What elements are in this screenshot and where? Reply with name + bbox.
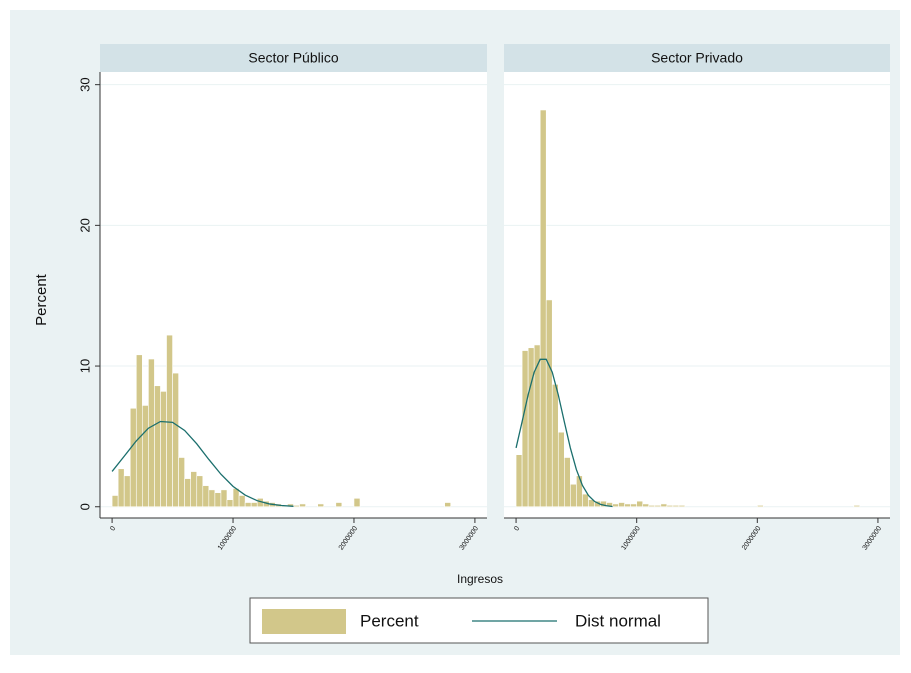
bar <box>172 372 179 508</box>
bar <box>545 299 553 508</box>
x-axis-label: Ingresos <box>457 572 503 586</box>
bar <box>551 384 559 508</box>
bar <box>293 505 300 508</box>
bar <box>166 334 173 508</box>
y-tick-label: 20 <box>77 218 92 232</box>
bar <box>154 385 161 508</box>
y-tick-label: 10 <box>77 359 92 373</box>
y-tick-label: 0 <box>77 503 92 510</box>
bar <box>660 503 668 508</box>
bar <box>576 475 583 508</box>
normal-curve <box>111 420 294 507</box>
plot-area <box>504 72 890 518</box>
bar <box>317 503 325 508</box>
bar <box>184 478 192 508</box>
bar <box>238 495 246 508</box>
bar <box>636 500 644 508</box>
bar <box>539 109 547 508</box>
bar <box>618 502 625 508</box>
bar <box>564 457 571 508</box>
bar <box>672 505 680 508</box>
bar <box>196 475 204 508</box>
bar <box>244 502 252 508</box>
bar <box>250 502 258 508</box>
bar <box>232 488 240 508</box>
bar <box>757 505 764 508</box>
panel-header <box>504 44 890 72</box>
bar <box>678 505 686 508</box>
bar <box>160 391 167 508</box>
bar <box>612 503 619 508</box>
normal-curve <box>515 358 613 508</box>
bar <box>190 471 198 508</box>
bar <box>335 502 343 508</box>
bar <box>353 498 361 508</box>
bar <box>853 505 861 508</box>
bar <box>570 483 577 508</box>
bar <box>123 475 131 508</box>
x-tick-label: 0 <box>513 525 521 532</box>
panel-title: Sector Privado <box>651 50 743 66</box>
bar <box>557 431 565 508</box>
bar <box>299 503 306 508</box>
bar <box>226 499 234 508</box>
bar <box>220 489 228 508</box>
bar <box>648 505 656 508</box>
legend-label: Percent <box>360 611 419 630</box>
panel-title: Sector Público <box>248 50 338 66</box>
bar <box>515 454 523 508</box>
y-tick-label: 30 <box>77 77 92 91</box>
x-tick-label: 0 <box>109 525 117 532</box>
bar <box>624 503 631 508</box>
bar <box>129 407 137 508</box>
bar <box>142 405 149 508</box>
bar <box>444 502 452 508</box>
bar <box>208 489 216 508</box>
bar <box>582 493 589 508</box>
bar <box>135 354 143 508</box>
bar <box>202 485 210 508</box>
bar <box>521 350 529 508</box>
bar <box>642 503 650 508</box>
bar <box>214 492 222 508</box>
bar <box>111 495 119 508</box>
legend-swatch <box>262 609 346 634</box>
bar <box>666 505 674 508</box>
panel-header <box>100 44 487 72</box>
y-axis-label: Percent <box>33 273 50 326</box>
legend-label: Dist normal <box>575 611 661 630</box>
bar <box>178 457 185 508</box>
bar <box>148 358 155 508</box>
bar <box>630 503 637 508</box>
bar <box>654 505 662 508</box>
bar <box>527 347 535 508</box>
bar <box>117 468 125 508</box>
